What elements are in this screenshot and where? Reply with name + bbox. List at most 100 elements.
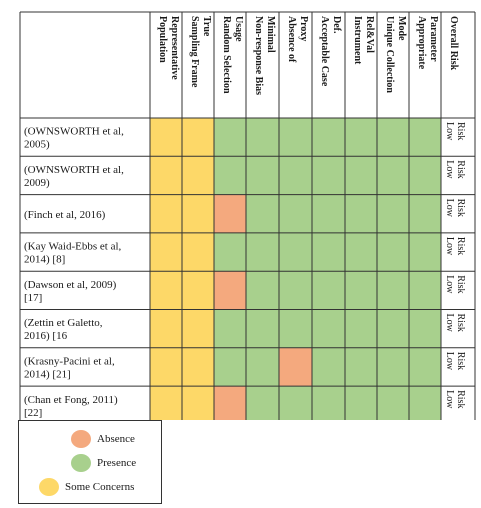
overall-risk: Risk [455,314,466,332]
cell-presence [409,386,441,420]
column-header: Population Representative [157,16,180,80]
study-name: (OWNSWORTH et al, [24,164,124,176]
study-name: (Zettin et Galetto, [24,317,103,329]
cell-absence [214,271,246,310]
risk-of-bias-table: Population Representative Sampling Frame Tr… [19,11,476,420]
overall-risk: Risk [455,275,466,293]
cell-presence [214,347,246,387]
table-row: (Chan et Fong, 2011)[22] Low Risk [24,386,466,420]
study-name: (Kay Waid-Ebbs et al, [24,241,122,253]
study-name: 2014) [21] [24,368,71,380]
cell-presence [246,194,279,233]
cell-some-concerns [182,386,214,420]
cell-some-concerns [182,271,214,310]
cell-some-concerns [182,194,214,233]
cell-presence [345,194,377,233]
table-row: (Krasny-Pacini et al,2014) [21] Low Risk [24,347,466,387]
cell-presence [246,347,279,387]
cell-presence [409,156,441,195]
column-header-text: Acceptable Case [319,16,330,87]
cell-presence [279,232,312,272]
cell-some-concerns [182,232,214,272]
column-header-text: True [201,16,212,37]
cell-some-concerns [150,232,182,272]
table-row: (OWNSWORTH et al,2009) Low Risk [24,156,466,195]
overall-risk: Low [444,314,455,333]
column-header-text: Population [157,16,168,63]
cell-presence [214,309,246,348]
cell-presence [409,309,441,348]
cell-presence [279,156,312,195]
legend-label: Absence [97,433,135,445]
study-name: 2009) [24,177,50,189]
legend-swatch [71,430,91,448]
table-row: (Dawson et al, 2009)[17] Low Risk [24,271,466,310]
column-header-text: Mode [396,16,407,41]
table-row: (Finch et al, 2016) Low Risk [24,194,466,233]
column-header-text: Unique Collection [384,16,395,93]
column-header-text: Representative [169,16,180,80]
cell-presence [377,347,409,387]
cell-absence [214,386,246,420]
cell-presence [279,309,312,348]
legend-item: Presence [19,454,163,472]
cell-presence [246,232,279,272]
cell-presence [377,271,409,310]
overall-risk: Low [444,237,455,256]
study-name: [22] [24,407,42,419]
cell-presence [312,347,345,387]
cell-some-concerns [150,386,182,420]
cell-presence [312,309,345,348]
cell-presence [246,156,279,195]
overall-risk: Low [444,160,455,179]
cell-presence [345,118,377,157]
cell-presence [279,386,312,420]
column-header-text: Parameter [428,16,439,62]
cell-presence [246,309,279,348]
cell-absence [279,347,312,387]
cell-presence [345,347,377,387]
study-name: (Finch et al, 2016) [24,209,106,221]
overall-risk: Risk [455,237,466,255]
cell-presence [246,386,279,420]
overall-risk: Risk [455,122,466,140]
cell-presence [312,156,345,195]
column-header-text: Overall Risk [448,16,459,71]
cell-presence [377,156,409,195]
cell-presence [214,118,246,157]
cell-presence [377,309,409,348]
column-header-text: Random Selection [221,16,232,94]
column-header-text: Non-response Bias [253,16,264,95]
column-header: Absence of Proxy [286,16,309,63]
legend-label: Presence [97,457,137,469]
overall-risk: Risk [455,160,466,178]
column-header: Instrument Rel&Val [352,16,375,65]
cell-presence [345,156,377,195]
overall-risk: Low [444,352,455,371]
column-header-text: Proxy [298,16,309,41]
cell-presence [246,271,279,310]
overall-risk: Risk [455,199,466,217]
cell-some-concerns [182,309,214,348]
cell-presence [345,232,377,272]
study-name: 2016) [16 [24,330,68,342]
study-name: 2014) [8] [24,254,65,266]
cell-presence [312,386,345,420]
cell-presence [377,194,409,233]
column-header-text: Usage [233,16,244,42]
cell-presence [409,232,441,272]
cell-presence [345,386,377,420]
cell-presence [409,194,441,233]
column-header: Sampling Frame True [189,16,212,88]
cell-presence [345,271,377,310]
study-name: [17] [24,292,42,304]
overall-risk: Low [444,122,455,141]
legend-item: Absence [19,430,163,448]
overall-risk: Low [444,199,455,218]
column-header: Acceptable Case Def. [319,16,342,87]
cell-presence [279,271,312,310]
cell-presence [312,232,345,272]
cell-some-concerns [150,347,182,387]
legend-swatch [71,454,91,472]
cell-some-concerns [182,347,214,387]
